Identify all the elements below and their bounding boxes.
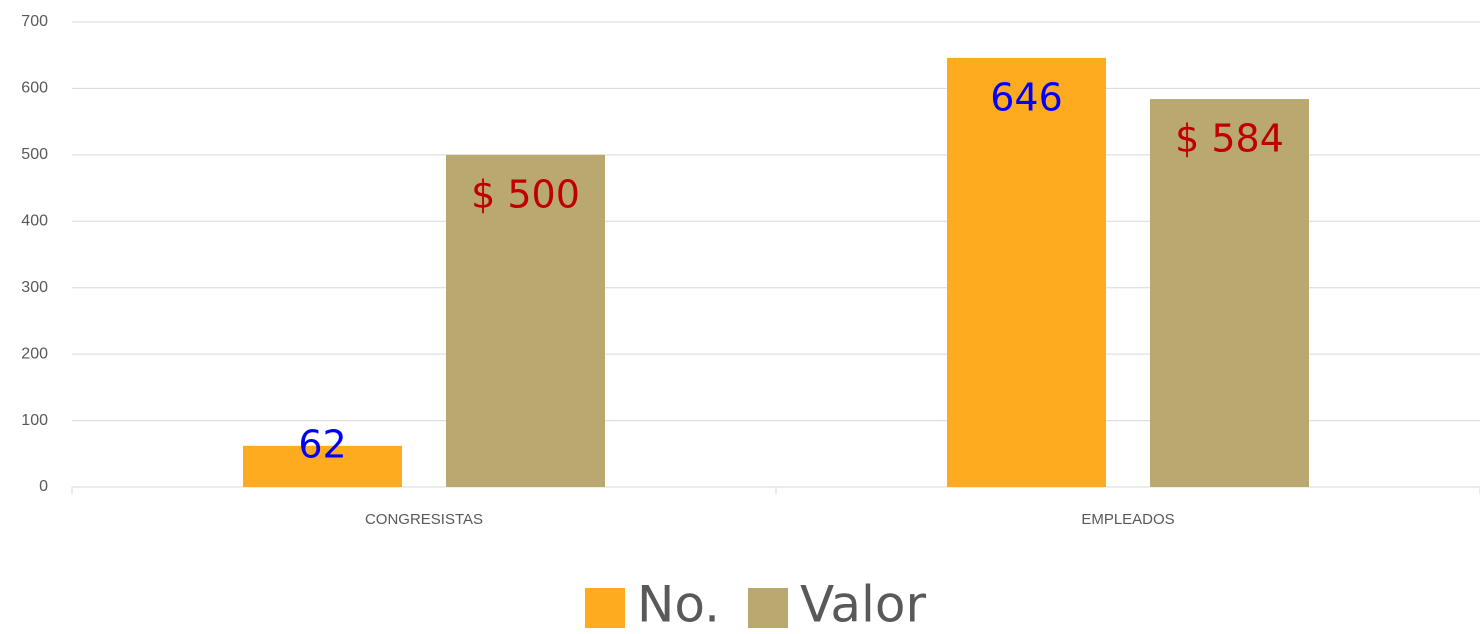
y-tick-label: 600 [21, 80, 48, 97]
data-label: $ 500 [471, 172, 580, 216]
data-label: $ 584 [1175, 117, 1284, 161]
y-tick-label: 200 [21, 345, 48, 362]
legend-swatch [748, 588, 788, 628]
legend-label: Valor [800, 576, 926, 634]
data-label: 646 [990, 75, 1063, 119]
x-tick-label: CONGRESISTAS [365, 511, 483, 528]
bar [243, 445, 402, 487]
y-tick-label: 0 [39, 478, 48, 495]
data-label: 62 [298, 423, 346, 467]
x-tick-label: EMPLEADOS [1081, 511, 1174, 528]
y-tick-label: 100 [21, 412, 48, 429]
bar [947, 57, 1106, 487]
bar [1150, 99, 1309, 488]
y-tick-label: 400 [21, 213, 48, 230]
y-tick-label: 300 [21, 279, 48, 296]
y-tick-label: 700 [21, 13, 48, 30]
bar [446, 154, 605, 487]
legend-swatch [585, 588, 625, 628]
legend-label: No. [637, 576, 720, 634]
y-tick-label: 500 [21, 146, 48, 163]
